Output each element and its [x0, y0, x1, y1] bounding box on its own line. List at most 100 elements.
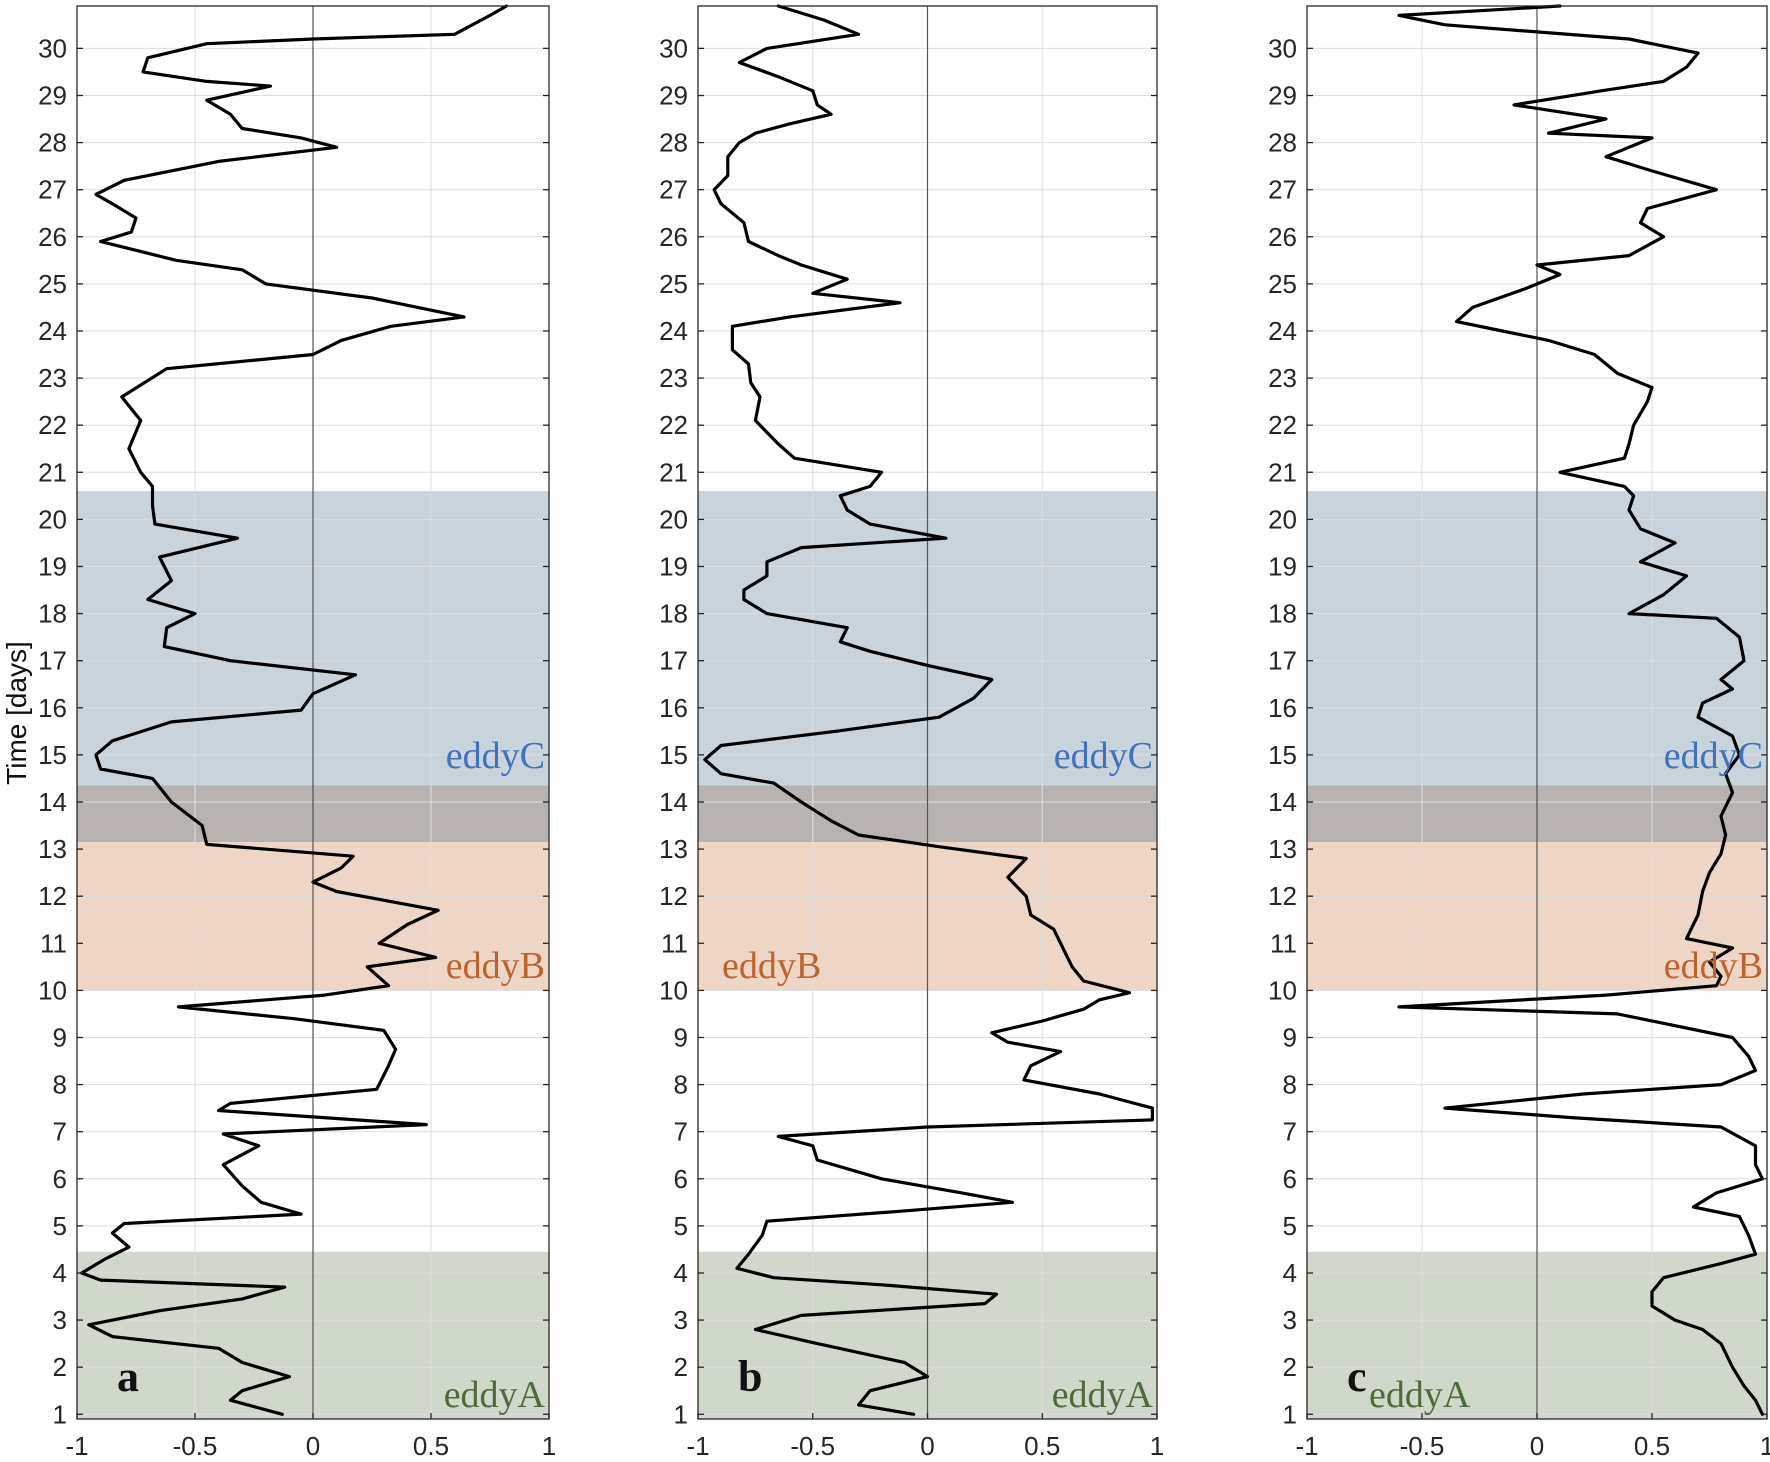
- y-tick-label: 29: [659, 80, 688, 110]
- y-tick-label: 18: [1268, 599, 1297, 629]
- y-tick-label: 8: [1283, 1070, 1297, 1100]
- y-tick-label: 16: [38, 693, 67, 723]
- y-tick-label: 24: [659, 316, 688, 346]
- y-tick-label: 6: [674, 1164, 688, 1194]
- y-tick-label: 21: [38, 457, 67, 487]
- panel-b: 1234567891011121314151617181920212223242…: [659, 4, 1164, 1461]
- y-tick-label: 5: [1283, 1211, 1297, 1241]
- panel-c: 1234567891011121314151617181920212223242…: [1268, 4, 1770, 1461]
- x-tick-label: -1: [65, 1431, 88, 1461]
- y-tick-label: 1: [674, 1399, 688, 1429]
- y-tick-label: 7: [1283, 1117, 1297, 1147]
- y-tick-label: 10: [659, 975, 688, 1005]
- y-tick-label: 26: [38, 222, 67, 252]
- y-tick-label: 25: [659, 269, 688, 299]
- y-tick-label: 20: [1268, 504, 1297, 534]
- x-tick-label: -0.5: [790, 1431, 835, 1461]
- x-tick-label: 0.5: [1024, 1431, 1060, 1461]
- y-tick-label: 27: [38, 175, 67, 205]
- y-tick-label: 21: [1268, 457, 1297, 487]
- y-tick-label: 30: [38, 33, 67, 63]
- y-tick-label: 4: [53, 1258, 67, 1288]
- y-tick-label: 12: [1268, 881, 1297, 911]
- y-tick-label: 10: [38, 975, 67, 1005]
- y-tick-label: 23: [38, 363, 67, 393]
- y-tick-label: 26: [1268, 222, 1297, 252]
- eddyC-label: eddyC: [1664, 735, 1763, 777]
- y-tick-label: 7: [674, 1117, 688, 1147]
- y-tick-label: 9: [1283, 1022, 1297, 1052]
- y-tick-label: 10: [1268, 975, 1297, 1005]
- y-tick-label: 17: [659, 646, 688, 676]
- series-line: [1397, 4, 1765, 1416]
- panel-label: a: [117, 1352, 139, 1401]
- series-line: [703, 4, 1155, 1416]
- y-tick-label: 12: [659, 881, 688, 911]
- y-tick-label: 22: [1268, 410, 1297, 440]
- y-tick-label: 20: [38, 504, 67, 534]
- y-tick-label: 13: [38, 834, 67, 864]
- x-tick-label: 1: [1150, 1431, 1164, 1461]
- y-tick-label: 24: [38, 316, 67, 346]
- y-tick-label: 4: [1283, 1258, 1297, 1288]
- x-tick-label: 0: [1530, 1431, 1544, 1461]
- y-tick-label: 19: [38, 551, 67, 581]
- y-tick-label: 11: [1270, 928, 1297, 958]
- y-tick-label: 8: [674, 1070, 688, 1100]
- y-tick-label: 16: [659, 693, 688, 723]
- y-tick-label: 13: [1268, 834, 1297, 864]
- y-tick-label: 17: [1268, 646, 1297, 676]
- x-tick-label: -1: [686, 1431, 709, 1461]
- y-tick-label: 29: [38, 80, 67, 110]
- y-tick-label: 2: [53, 1352, 67, 1382]
- y-tick-label: 12: [38, 881, 67, 911]
- y-tick-label: 5: [674, 1211, 688, 1241]
- y-tick-label: 1: [53, 1399, 67, 1429]
- y-tick-label: 6: [53, 1164, 67, 1194]
- x-tick-label: 0: [306, 1431, 320, 1461]
- y-tick-label: 4: [674, 1258, 688, 1288]
- y-tick-label: 18: [659, 599, 688, 629]
- y-tick-label: 11: [661, 928, 688, 958]
- y-tick-label: 23: [659, 363, 688, 393]
- y-tick-label: 15: [38, 740, 67, 770]
- y-tick-label: 25: [38, 269, 67, 299]
- y-tick-label: 11: [40, 928, 67, 958]
- y-tick-label: 28: [659, 128, 688, 158]
- y-tick-label: 27: [659, 175, 688, 205]
- eddyB-label: eddyB: [722, 945, 821, 987]
- x-tick-label: 1: [1760, 1431, 1770, 1461]
- eddyC-label: eddyC: [1054, 735, 1153, 777]
- y-tick-label: 24: [1268, 316, 1297, 346]
- y-tick-label: 8: [53, 1070, 67, 1100]
- x-tick-label: 0: [920, 1431, 934, 1461]
- y-tick-label: 6: [1283, 1164, 1297, 1194]
- y-tick-label: 22: [659, 410, 688, 440]
- panel-label: c: [1347, 1352, 1367, 1401]
- eddyA-label: eddyA: [1052, 1374, 1154, 1416]
- y-tick-label: 9: [674, 1022, 688, 1052]
- y-tick-label: 9: [53, 1022, 67, 1052]
- y-tick-label: 19: [1268, 551, 1297, 581]
- y-tick-label: 3: [53, 1305, 67, 1335]
- eddyA-label: eddyA: [1369, 1374, 1471, 1416]
- y-tick-label: 21: [659, 457, 688, 487]
- y-tick-label: 28: [1268, 128, 1297, 158]
- y-tick-label: 17: [38, 646, 67, 676]
- x-tick-label: 0.5: [1634, 1431, 1670, 1461]
- eddyB-label: eddyB: [446, 945, 545, 987]
- y-tick-label: 30: [1268, 33, 1297, 63]
- y-tick-label: 15: [659, 740, 688, 770]
- y-tick-label: 28: [38, 128, 67, 158]
- y-tick-label: 7: [53, 1117, 67, 1147]
- y-tick-label: 2: [1283, 1352, 1297, 1382]
- x-tick-label: 0.5: [413, 1431, 449, 1461]
- y-tick-label: 2: [674, 1352, 688, 1382]
- y-tick-label: 20: [659, 504, 688, 534]
- y-tick-label: 3: [674, 1305, 688, 1335]
- eddyB-label: eddyB: [1664, 945, 1763, 987]
- y-tick-label: 29: [1268, 80, 1297, 110]
- y-tick-label: 19: [659, 551, 688, 581]
- y-tick-label: 23: [1268, 363, 1297, 393]
